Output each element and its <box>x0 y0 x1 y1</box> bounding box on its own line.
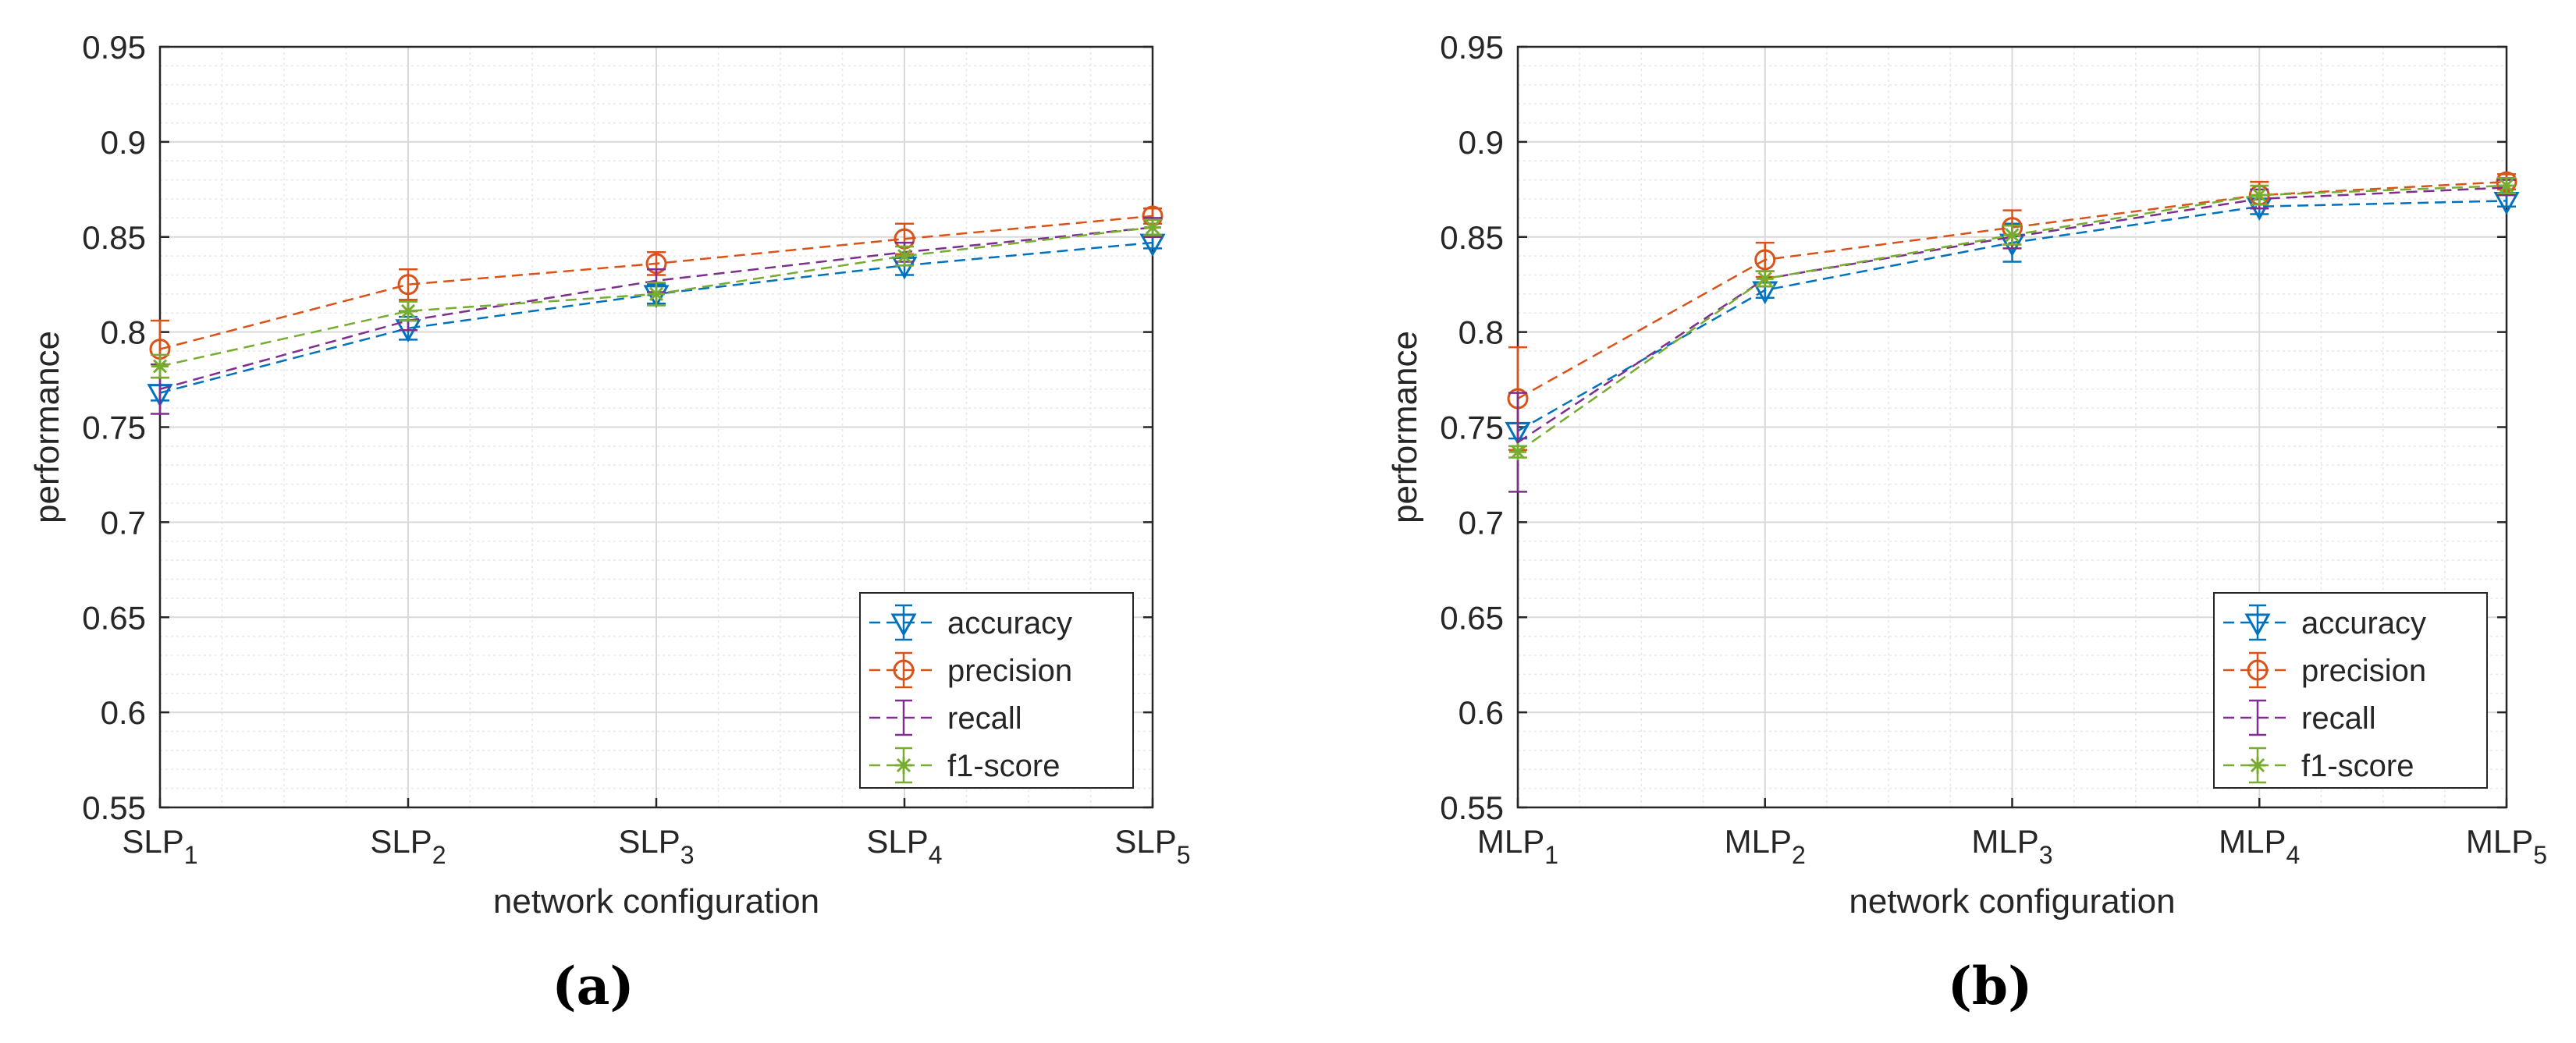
legend-marker-accuracy <box>2244 613 2271 637</box>
minor-grid <box>160 47 1153 807</box>
y-tick-label: 0.85 <box>1440 219 1504 256</box>
y-tick-label: 0.75 <box>1440 410 1504 446</box>
x-tick-label: SLP3 <box>618 823 694 869</box>
y-tick-label: 0.65 <box>82 599 146 636</box>
legend-item-accuracy: accuracy <box>869 604 1072 641</box>
data-point-f1 <box>1144 218 1161 236</box>
data-point-f1 <box>1756 270 1774 288</box>
legend-item-recall: recall <box>2223 699 2376 736</box>
y-tick-label: 0.85 <box>82 219 146 256</box>
legend-item-f1: f1-score <box>869 747 1061 784</box>
x-axis-label: network configuration <box>493 882 819 921</box>
y-tick-label: 0.7 <box>1459 504 1504 541</box>
x-tick-label: MLP2 <box>1725 823 1806 869</box>
legend-marker-accuracy <box>890 613 917 637</box>
y-tick-label: 0.9 <box>1459 124 1504 161</box>
legend-label-f1: f1-score <box>2301 749 2414 783</box>
y-tick-label: 0.55 <box>82 789 146 826</box>
data-point-f1 <box>151 357 169 375</box>
y-tick-label: 0.8 <box>101 314 146 351</box>
y-tick-label: 0.7 <box>101 504 146 541</box>
legend-label-f1: f1-score <box>947 749 1061 783</box>
data-point-f1 <box>400 302 417 320</box>
minor-grid <box>1518 47 2507 807</box>
y-tick-label: 0.6 <box>101 694 146 731</box>
legend-marker-f1 <box>2249 757 2266 774</box>
legend-label-precision: precision <box>947 654 1072 688</box>
legend: accuracy precision recall f1-score <box>2213 592 2488 789</box>
series-f1 <box>151 218 1162 379</box>
legend-label-precision: precision <box>2301 654 2426 688</box>
legend-item-f1: f1-score <box>2223 747 2414 784</box>
x-tick-label: MLP3 <box>1971 823 2052 869</box>
legend-item-accuracy: accuracy <box>2223 604 2426 641</box>
x-tick-label: SLP2 <box>370 823 446 869</box>
y-tick-label: 0.6 <box>1459 694 1504 731</box>
x-tick-label: SLP1 <box>122 823 197 869</box>
data-point-f1 <box>896 247 913 265</box>
data-point-f1 <box>2251 186 2269 204</box>
data-point-precision <box>397 274 419 296</box>
x-tick-label: SLP5 <box>1114 823 1190 869</box>
y-tick-label: 0.8 <box>1459 314 1504 351</box>
legend-box <box>859 592 1134 789</box>
y-axis-label: performance <box>1386 331 1424 523</box>
legend-item-precision: precision <box>2223 651 2426 689</box>
error-bar-recall <box>1508 392 1527 493</box>
chart-panel-a: 0.55 0.6 0.65 0.7 0.75 0.8 0.85 0.9 0.95 SLP1 SLP2… <box>28 29 1191 921</box>
x-tick-label: MLP5 <box>2466 823 2547 869</box>
chart-panel-b: 0.55 0.6 0.65 0.7 0.75 0.8 0.85 0.9 0.95 MLP1 MLP2… <box>1386 29 2547 921</box>
legend-item-precision: precision <box>869 651 1072 689</box>
legend-label-accuracy: accuracy <box>947 606 1072 640</box>
legend-marker-precision <box>2247 659 2269 681</box>
y-tick-label: 0.95 <box>82 29 146 66</box>
legend-label-recall: recall <box>2301 701 2376 736</box>
data-point-f1 <box>2003 226 2021 244</box>
legend-box <box>2213 592 2488 789</box>
x-tick-label: SLP4 <box>866 823 942 869</box>
y-tick-label: 0.75 <box>82 410 146 446</box>
legend-label-recall: recall <box>947 701 1022 736</box>
y-tick-label: 0.65 <box>1440 599 1504 636</box>
legend: accuracy precision recall f1-score <box>859 592 1134 789</box>
legend-marker-precision <box>893 659 915 681</box>
x-tick-label: MLP4 <box>2219 823 2300 869</box>
x-axis-label: network configuration <box>1849 882 2175 921</box>
series-line-recall <box>1517 186 2507 444</box>
data-point-f1 <box>2498 176 2515 194</box>
panel-label-b: (b) <box>1947 956 2033 1016</box>
series-f1 <box>1508 176 2516 461</box>
legend-label-accuracy: accuracy <box>2301 606 2426 640</box>
y-axis-label: performance <box>28 331 66 523</box>
y-tick-label: 0.95 <box>1440 29 1504 66</box>
legend-item-recall: recall <box>869 699 1022 736</box>
data-point-f1 <box>648 285 665 303</box>
panel-label-a: (a) <box>552 956 634 1016</box>
y-tick-label: 0.55 <box>1440 789 1504 826</box>
x-tick-label: MLP1 <box>1477 823 1558 869</box>
y-tick-label: 0.9 <box>101 124 146 161</box>
data-point-f1 <box>1509 443 1526 461</box>
legend-marker-f1 <box>895 757 912 774</box>
data-point-precision <box>1754 249 1776 271</box>
